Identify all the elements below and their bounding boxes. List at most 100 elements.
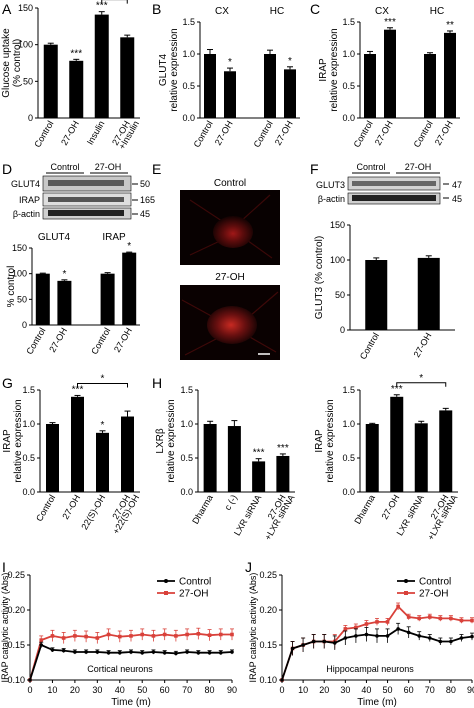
- bar-c-2: [424, 54, 436, 118]
- y-tick-label-j-3: 0.25: [259, 570, 277, 580]
- blot-d-kda-50: 50: [140, 179, 150, 189]
- point-j-s0-11: [396, 627, 400, 631]
- legend-label-i-1: 27-OH: [179, 589, 208, 600]
- micro-label-27oh: 27-OH: [215, 272, 244, 283]
- bar-b-1: [224, 71, 236, 118]
- sig-c-1: ***: [384, 17, 396, 28]
- group-label-b-cx: CX: [215, 6, 229, 17]
- point-j-s0-8: [364, 632, 369, 637]
- x-tick-label-j-1: 10: [298, 685, 308, 695]
- x-tick-label-j-7: 70: [425, 685, 435, 695]
- bar-c-0: [364, 54, 376, 118]
- bar-b-3: [284, 69, 296, 118]
- panel-letter-d: D: [2, 161, 12, 177]
- bracket-label-a-0: ***: [109, 0, 121, 1]
- bar-a-3: [120, 37, 135, 119]
- blot-d-header-27oh: 27-OH: [95, 162, 122, 172]
- bar-g-1: [71, 396, 84, 492]
- panel-letter-f: F: [310, 161, 319, 177]
- point-i-s0-4: [73, 650, 77, 654]
- point-i-s1-1: [39, 638, 44, 642]
- point-j-s0-0: [280, 678, 284, 682]
- group-label-b-hc: HC: [270, 6, 284, 17]
- x-tick-label-i-8: 80: [205, 685, 215, 695]
- point-i-s0-7: [106, 650, 111, 655]
- bar-d-0: [35, 273, 50, 325]
- x-label-b-3: 27-OH: [273, 119, 295, 147]
- x-tick-label-j-2: 20: [319, 685, 329, 695]
- blot-f-row-actin: β-actin: [318, 194, 345, 204]
- sig-b-1: *: [228, 57, 232, 68]
- point-j-s0-7: [354, 634, 358, 638]
- bar-h2-2: [414, 423, 428, 492]
- x-label-c-1: 27-OH: [373, 119, 395, 147]
- annotation-hippocampal: Hippocampal neurons: [326, 664, 414, 674]
- point-j-s0-5: [332, 641, 337, 645]
- point-i-s0-12: [162, 650, 167, 655]
- x-label-b-2: Control: [252, 119, 275, 149]
- bar-g-2: [96, 432, 109, 492]
- x-label-i: Time (m): [111, 697, 151, 708]
- x-label-h-1: c (-): [222, 493, 239, 512]
- y-tick-label-f-3: 150: [330, 220, 345, 230]
- y-label-d: % control: [6, 266, 17, 308]
- point-i-s0-9: [129, 650, 133, 654]
- legend-marker-j-1: [404, 591, 408, 595]
- point-i-s1-16: [207, 633, 212, 637]
- western-blot-d: Control 27-OH GLUT4 IRAP β-actin 50 165 …: [11, 162, 155, 220]
- bar-f-1: [417, 257, 440, 330]
- legend-label-i-0: Control: [179, 577, 211, 588]
- blot-d-row-actin: β-actin: [13, 209, 40, 219]
- x-tick-label-i-2: 20: [70, 685, 80, 695]
- bar-b-0: [204, 54, 216, 118]
- sig-c-3: **: [446, 20, 454, 31]
- y-tick-label-a-0: 0: [28, 113, 33, 123]
- point-j-s1-11: [396, 604, 400, 609]
- y-tick-label-f-0: 0: [340, 325, 345, 335]
- y-tick-label-h2-2: 1.0: [342, 419, 355, 429]
- y-tick-label-i-2: 0.20: [7, 605, 25, 615]
- y-tick-label-j-2: 0.20: [259, 605, 277, 615]
- point-i-s0-8: [117, 650, 122, 655]
- bar-h2-0: [365, 424, 379, 492]
- point-j-s0-4: [322, 639, 327, 644]
- point-j-s0-15: [438, 639, 443, 644]
- bracket-a-0: [101, 0, 128, 4]
- y-tick-label-g-0: 0.0: [22, 487, 35, 497]
- x-label-h2-0: Dharma: [352, 493, 377, 526]
- sig-h2-1: ***: [391, 384, 403, 395]
- panel-letter-i: I: [2, 559, 6, 575]
- point-i-s1-13: [174, 634, 178, 638]
- point-i-s1-17: [218, 632, 223, 637]
- point-i-s1-5: [84, 634, 88, 639]
- y-tick-label-c-2: 1.0: [342, 49, 355, 59]
- y-tick-label-d-3: 150: [12, 243, 27, 253]
- y-tick-label-h-2: 1.0: [180, 419, 193, 429]
- x-tick-label-j-9: 90: [467, 685, 474, 695]
- point-i-s1-11: [151, 634, 156, 638]
- group-label-c-cx: CX: [375, 6, 389, 17]
- blot-f-header-control: Control: [356, 162, 385, 172]
- x-label-d-1: 27-OH: [47, 326, 69, 354]
- point-j-s0-14: [427, 636, 432, 640]
- legend-marker-j-0: [404, 579, 408, 583]
- group-label-d-irap: IRAP: [102, 232, 126, 243]
- y-tick-label-a-1: 50: [23, 76, 33, 86]
- x-tick-label-i-1: 10: [47, 685, 57, 695]
- sig-h-2: ***: [253, 448, 265, 459]
- bar-a-0: [43, 44, 58, 118]
- legend-marker-i-1: [164, 591, 168, 595]
- blot-d-row-irap: IRAP: [19, 195, 40, 205]
- x-label-h2-1: 27-OH: [380, 493, 402, 521]
- y-label-j: IRAP catalytic activity (Abs): [248, 573, 258, 683]
- x-label-c-0: Control: [352, 119, 375, 149]
- bar-d-3: [122, 252, 137, 325]
- y-tick-label-h2-3: 1.5: [342, 385, 355, 395]
- group-label-d-glut4: GLUT4: [38, 232, 71, 243]
- point-j-s1-8: [364, 622, 369, 626]
- blot-d-kda-165: 165: [140, 195, 155, 205]
- point-i-s1-9: [129, 634, 133, 638]
- y-tick-label-b-0: 0.0: [182, 113, 195, 123]
- y-tick-label-g-3: 1.5: [22, 385, 35, 395]
